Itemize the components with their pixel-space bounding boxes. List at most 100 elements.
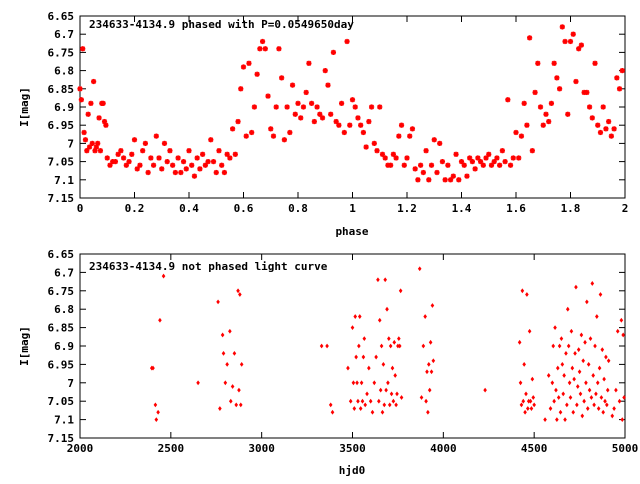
unphased-y-tick-label: 6.9 (54, 340, 74, 353)
data-point (398, 122, 405, 128)
data-point (243, 133, 249, 139)
data-point (551, 343, 556, 349)
data-point (156, 409, 160, 415)
data-point (131, 137, 138, 143)
data-point (257, 46, 263, 52)
unphased-plot-frame (79, 253, 626, 439)
data-point (577, 369, 582, 375)
data-point (550, 380, 555, 386)
data-point (532, 402, 536, 408)
phased-x-tick-label: 1.6 (506, 202, 526, 215)
data-point (513, 129, 519, 136)
data-point (566, 343, 571, 349)
data-point (159, 166, 165, 172)
data-point (377, 398, 381, 404)
data-point (123, 162, 129, 168)
data-point (427, 387, 432, 393)
phased-data-points (77, 24, 625, 183)
unphased-y-tick-label: 6.95 (48, 358, 75, 371)
data-point (606, 118, 612, 125)
data-point (585, 406, 590, 411)
data-point (415, 177, 421, 183)
data-point (319, 115, 326, 121)
data-point (611, 126, 617, 132)
data-point (330, 409, 335, 415)
data-point (254, 71, 260, 77)
data-point (586, 104, 593, 110)
data-point (516, 155, 522, 161)
data-point (464, 173, 470, 179)
data-point (527, 328, 532, 334)
data-point (228, 398, 233, 404)
data-point (330, 49, 337, 55)
data-point (548, 100, 555, 106)
phased-x-tick-label: 1.4 (452, 202, 472, 215)
data-point (220, 332, 225, 338)
data-point (385, 306, 389, 312)
data-point (391, 398, 396, 404)
data-point (429, 369, 434, 375)
data-point (398, 288, 403, 294)
data-point (104, 155, 110, 161)
unphased-y-axis-label: I[mag] (18, 326, 31, 366)
unphased-x-tick-label: 2500 (158, 442, 185, 455)
data-point (344, 38, 350, 45)
data-point (439, 159, 446, 165)
data-point (570, 31, 576, 37)
data-point (314, 104, 320, 110)
data-point (196, 380, 200, 386)
data-point (360, 129, 366, 136)
data-point (529, 148, 535, 154)
data-point (246, 60, 252, 66)
data-point (531, 395, 536, 400)
data-point (529, 406, 534, 411)
data-point (562, 38, 568, 45)
data-point (97, 148, 104, 154)
data-point (154, 417, 159, 422)
data-point (259, 38, 266, 45)
data-point (356, 398, 360, 404)
data-point (300, 104, 307, 110)
data-point (91, 78, 97, 85)
data-point (194, 155, 200, 161)
data-point (237, 387, 241, 393)
data-point (396, 343, 400, 349)
unphased-y-tick-label: 7.15 (48, 432, 75, 445)
data-point (569, 328, 574, 334)
data-point (546, 118, 552, 125)
data-point (309, 100, 315, 106)
data-point (595, 122, 601, 128)
data-point (497, 162, 503, 168)
data-point (427, 362, 431, 367)
phased-x-tick-label: 1.2 (397, 202, 417, 215)
data-point (268, 126, 274, 132)
unphased-x-tick-label: 4000 (430, 442, 457, 455)
data-point (598, 292, 603, 297)
data-point (605, 387, 610, 393)
data-point (374, 354, 378, 360)
data-point (328, 402, 333, 408)
data-point (540, 122, 546, 128)
data-point (175, 155, 181, 161)
data-point (558, 409, 563, 415)
data-point (223, 380, 228, 386)
data-point (145, 169, 151, 176)
data-point (574, 284, 578, 290)
data-point (600, 347, 605, 353)
unphased-y-tick-label: 6.85 (48, 322, 75, 335)
unphased-y-tick-label: 7.1 (54, 414, 74, 427)
data-point (571, 409, 576, 415)
data-point (377, 317, 382, 323)
phased-y-tick-label: 7 (67, 137, 74, 150)
data-point (622, 395, 626, 400)
data-point (593, 343, 597, 349)
data-point (161, 140, 168, 146)
data-point (351, 380, 356, 386)
data-point (392, 339, 397, 345)
data-point (565, 306, 570, 312)
phased-x-tick-label: 1 (349, 202, 356, 215)
data-point (522, 362, 526, 367)
data-point (603, 126, 609, 132)
data-point (234, 402, 239, 408)
data-point (216, 148, 222, 154)
